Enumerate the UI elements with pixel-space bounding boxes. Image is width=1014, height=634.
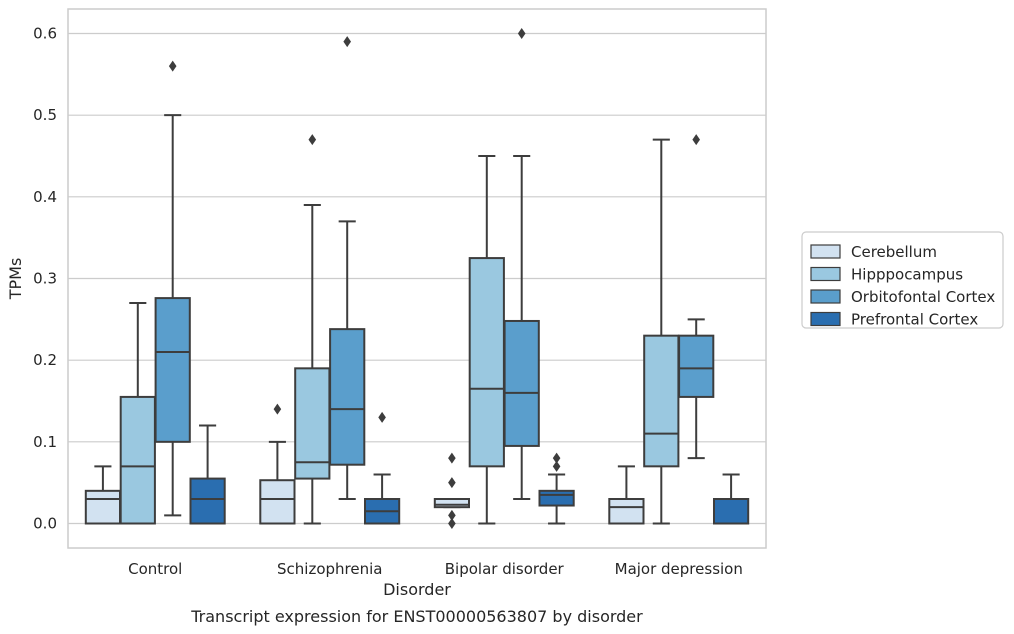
- box: [259, 403, 296, 525]
- box: [468, 155, 505, 525]
- outlier-point: [168, 60, 177, 72]
- box: [503, 28, 540, 500]
- box-rect: [189, 477, 226, 525]
- outlier-point: [448, 518, 456, 529]
- x-axis-title: Disorder: [383, 580, 451, 599]
- box: [538, 452, 575, 525]
- outlier-point: [273, 403, 282, 415]
- outlier-point: [552, 460, 561, 472]
- box-rect: [294, 367, 331, 480]
- box-rect: [259, 479, 296, 525]
- box: [363, 411, 401, 525]
- box-rect: [608, 498, 645, 525]
- box: [643, 138, 680, 525]
- box-rect: [119, 395, 156, 525]
- box-rect: [329, 328, 366, 466]
- outlier-point: [448, 452, 456, 464]
- box-rect: [643, 334, 680, 468]
- outlier-point: [343, 36, 351, 48]
- outlier-point: [378, 411, 386, 423]
- y-tick-label: 0.5: [33, 106, 57, 124]
- box-rect: [433, 498, 471, 509]
- legend-swatch: [810, 266, 841, 282]
- box-rect: [712, 498, 750, 525]
- legend-label: Prefrontal Cortex: [851, 311, 978, 329]
- legend-label: Orbitofontal Cortex: [851, 288, 995, 306]
- box: [294, 134, 331, 525]
- box-rect: [468, 257, 505, 468]
- x-tick-label: Schizophrenia: [277, 560, 382, 578]
- box-rect: [678, 334, 715, 398]
- box: [329, 36, 366, 500]
- x-tick-labels: Control Schizophrenia Bipolar disorder Majo…: [128, 560, 743, 578]
- legend-swatch: [810, 311, 841, 327]
- y-tick-label: 0.4: [33, 188, 57, 206]
- legend-label: Hipppocampus: [851, 266, 963, 284]
- outlier-point: [448, 509, 456, 521]
- y-tick-label: 0.3: [33, 270, 57, 288]
- plot-frame: [67, 8, 767, 549]
- legend-swatch: [810, 244, 841, 259]
- outlier-point: [448, 477, 456, 489]
- legend-frame: [801, 231, 1004, 329]
- figure-caption: Transcript expression for ENST0000056380…: [190, 607, 643, 626]
- outlier-point: [552, 452, 561, 464]
- outlier-point: [308, 134, 317, 146]
- boxes-layer: [84, 28, 750, 529]
- x-tick-label: Major depression: [615, 560, 743, 578]
- outlier-point: [517, 28, 526, 39]
- y-axis-title: TPMs: [6, 258, 25, 301]
- box: [608, 465, 645, 525]
- box: [433, 452, 471, 529]
- box-rect: [84, 489, 122, 525]
- box: [119, 302, 156, 525]
- y-tick-label: 0.2: [33, 351, 57, 369]
- y-tick-label: 0.6: [33, 25, 57, 43]
- box-rect: [538, 489, 575, 507]
- y-tick-label: 0.1: [33, 433, 57, 451]
- box: [189, 424, 226, 525]
- y-tick-labels: 0.0 0.1 0.2 0.3 0.4 0.5 0.6: [33, 25, 57, 533]
- outlier-point: [692, 134, 700, 146]
- box-rect: [154, 297, 191, 443]
- box: [154, 60, 191, 517]
- legend-swatch: [810, 289, 841, 304]
- x-tick-label: Bipolar disorder: [445, 560, 565, 578]
- box: [712, 473, 750, 525]
- box: [678, 134, 715, 460]
- legend-label: Cerebellum: [851, 243, 937, 261]
- y-tick-label: 0.0: [33, 515, 57, 533]
- legend: Cerebellum Hipppocampus Orbitofontal Corte…: [801, 231, 1004, 329]
- box: [84, 465, 122, 525]
- x-tick-label: Control: [128, 560, 182, 578]
- box-rect: [503, 319, 540, 447]
